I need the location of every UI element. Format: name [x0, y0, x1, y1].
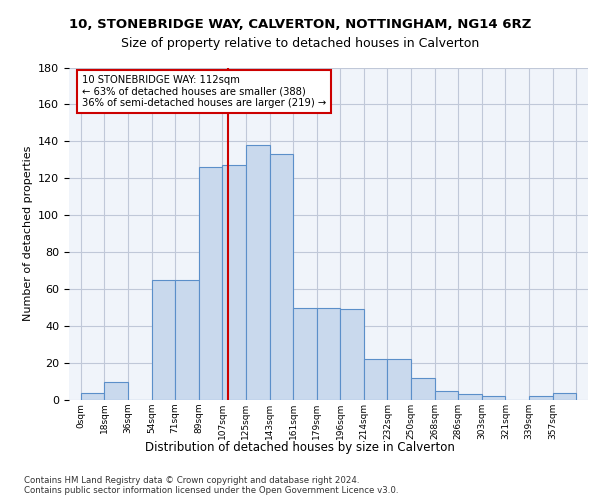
- Text: Size of property relative to detached houses in Calverton: Size of property relative to detached ho…: [121, 38, 479, 51]
- Bar: [246, 145, 269, 400]
- Text: Distribution of detached houses by size in Calverton: Distribution of detached houses by size …: [145, 441, 455, 454]
- Bar: [553, 392, 576, 400]
- Bar: [104, 382, 128, 400]
- Bar: [364, 360, 388, 400]
- Bar: [388, 360, 411, 400]
- Bar: [458, 394, 482, 400]
- Bar: [434, 391, 458, 400]
- Text: 10 STONEBRIDGE WAY: 112sqm
← 63% of detached houses are smaller (388)
36% of sem: 10 STONEBRIDGE WAY: 112sqm ← 63% of deta…: [82, 75, 326, 108]
- Bar: [529, 396, 553, 400]
- Bar: [317, 308, 340, 400]
- Bar: [223, 166, 246, 400]
- Bar: [199, 167, 223, 400]
- Bar: [411, 378, 434, 400]
- Bar: [175, 280, 199, 400]
- Bar: [482, 396, 505, 400]
- Y-axis label: Number of detached properties: Number of detached properties: [23, 146, 32, 322]
- Bar: [152, 280, 175, 400]
- Bar: [81, 392, 104, 400]
- Bar: [293, 308, 317, 400]
- Text: 10, STONEBRIDGE WAY, CALVERTON, NOTTINGHAM, NG14 6RZ: 10, STONEBRIDGE WAY, CALVERTON, NOTTINGH…: [69, 18, 531, 30]
- Bar: [269, 154, 293, 400]
- Text: Contains HM Land Registry data © Crown copyright and database right 2024.
Contai: Contains HM Land Registry data © Crown c…: [24, 476, 398, 495]
- Bar: [340, 310, 364, 400]
